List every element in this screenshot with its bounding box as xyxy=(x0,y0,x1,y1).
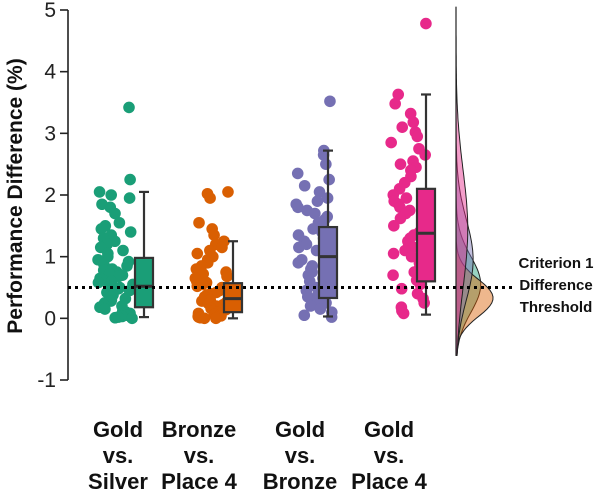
data-point xyxy=(411,130,424,143)
data-point xyxy=(400,192,413,204)
data-point xyxy=(204,192,216,204)
data-point xyxy=(105,189,117,201)
category-label-line: Bronze xyxy=(162,417,237,442)
density-plot xyxy=(455,6,494,356)
data-point xyxy=(387,247,400,260)
data-point xyxy=(317,149,330,161)
data-point xyxy=(124,173,136,186)
data-point xyxy=(292,201,304,214)
data-point xyxy=(124,226,137,238)
data-point xyxy=(388,220,400,232)
threshold-label-line: Criterion 1 xyxy=(518,255,593,272)
category-label-line: vs. xyxy=(103,443,134,468)
data-point xyxy=(298,179,311,192)
data-point xyxy=(395,282,408,295)
threshold-label-line: Threshold xyxy=(520,299,593,316)
box xyxy=(415,187,437,283)
data-point xyxy=(291,167,304,180)
data-point xyxy=(109,207,121,220)
data-point xyxy=(92,276,105,289)
data-point xyxy=(389,97,401,110)
data-point xyxy=(198,312,211,325)
data-point xyxy=(314,303,327,315)
group-1 xyxy=(92,101,155,325)
y-tick-label: 2 xyxy=(44,184,56,207)
data-point xyxy=(301,290,314,303)
data-point xyxy=(95,223,108,235)
data-point xyxy=(311,195,324,207)
data-point xyxy=(193,216,205,229)
category-label-line: vs. xyxy=(184,443,215,468)
data-point xyxy=(99,303,111,315)
data-point xyxy=(392,88,405,101)
data-point xyxy=(113,216,126,229)
data-point xyxy=(208,229,220,241)
data-point xyxy=(397,307,410,320)
y-tick-label: 1 xyxy=(44,246,56,269)
data-point xyxy=(292,257,305,269)
data-point xyxy=(418,297,430,309)
data-point xyxy=(394,158,407,170)
data-point xyxy=(109,311,121,324)
data-point xyxy=(121,260,133,272)
box xyxy=(317,225,339,300)
y-tick-label: 5 xyxy=(44,0,56,22)
category-label-line: Place 4 xyxy=(351,469,428,494)
data-point xyxy=(126,312,138,325)
y-tick-label: -1 xyxy=(37,369,56,392)
data-point xyxy=(222,186,234,198)
group-4 xyxy=(385,17,437,320)
y-axis-title: Performance Difference (%) xyxy=(4,58,27,333)
y-axis: -1 0 1 2 3 4 5 xyxy=(37,0,69,392)
data-point xyxy=(293,241,305,254)
data-point xyxy=(309,207,321,220)
chart-groups xyxy=(92,17,437,325)
data-point xyxy=(324,95,336,108)
data-point xyxy=(307,223,319,235)
group-3 xyxy=(290,95,339,323)
criterion-threshold-label: Criterion 1 Difference Threshold xyxy=(518,255,593,316)
category-label-line: vs. xyxy=(374,443,405,468)
data-point xyxy=(304,300,317,312)
category-label-line: Silver xyxy=(88,469,148,494)
data-point xyxy=(320,158,332,170)
data-point xyxy=(394,212,407,225)
category-label-line: Bronze xyxy=(263,469,338,494)
data-point xyxy=(210,312,222,325)
data-point xyxy=(191,280,204,293)
data-point xyxy=(323,173,335,186)
data-point xyxy=(313,186,326,198)
category-label-line: Gold xyxy=(364,417,414,442)
data-point xyxy=(298,309,311,322)
group-2 xyxy=(189,186,244,325)
data-point xyxy=(385,136,397,149)
data-point xyxy=(420,17,432,30)
data-point xyxy=(123,192,136,204)
data-point xyxy=(117,244,129,257)
data-point xyxy=(216,241,228,254)
category-label-line: Place 4 xyxy=(161,469,238,494)
category-label-line: Gold xyxy=(93,417,143,442)
data-point xyxy=(221,270,233,283)
data-point xyxy=(123,101,135,114)
data-point xyxy=(93,186,106,198)
category-label-line: Gold xyxy=(275,417,325,442)
data-point xyxy=(387,269,399,281)
threshold-label-line: Difference xyxy=(519,277,592,294)
y-tick-label: 0 xyxy=(44,307,56,330)
data-point xyxy=(396,121,409,133)
data-point xyxy=(407,116,420,129)
data-point xyxy=(405,250,418,263)
box xyxy=(133,256,155,309)
y-tick-label: 4 xyxy=(44,61,56,84)
category-label-line: vs. xyxy=(285,443,316,468)
data-point xyxy=(191,247,204,260)
y-tick-label: 3 xyxy=(44,122,56,145)
